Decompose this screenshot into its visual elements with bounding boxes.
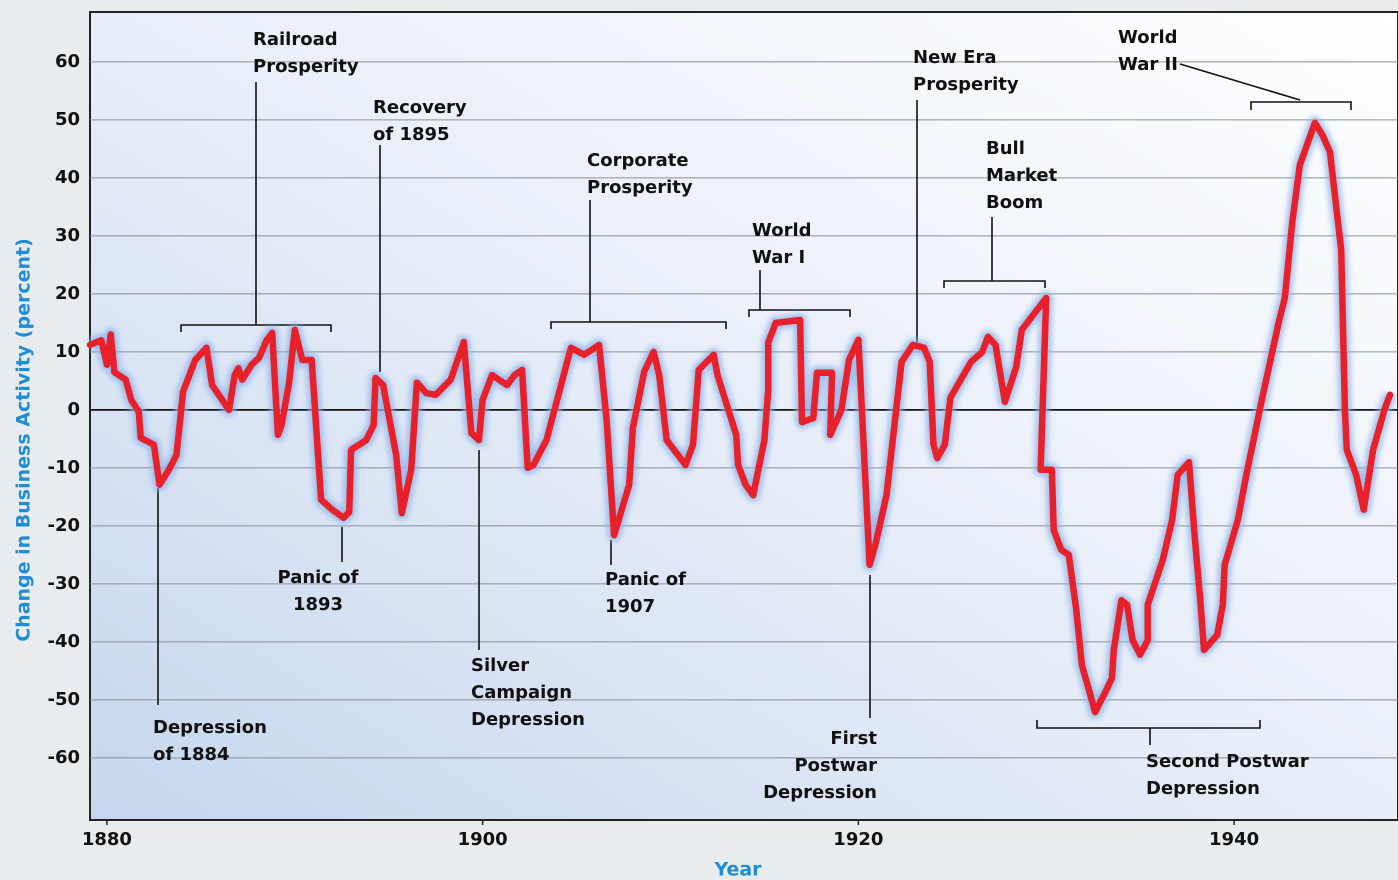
annotation-text: World xyxy=(752,220,812,241)
annotation-text: New Era xyxy=(913,47,997,68)
annotation-text: of 1895 xyxy=(373,124,450,145)
annotation-text: Prosperity xyxy=(587,177,693,198)
y-axis-title: Change in Business Activity (percent) xyxy=(13,238,35,642)
annotation-text: War I xyxy=(752,247,805,268)
annotation-text: Boom xyxy=(986,192,1043,213)
y-tick-label: -30 xyxy=(47,573,80,594)
annotation-connector xyxy=(180,82,332,332)
annotation-connector xyxy=(1036,720,1261,745)
annotation-text: Campaign xyxy=(471,682,572,703)
annotation-text: World xyxy=(1118,27,1178,48)
series xyxy=(86,116,1397,719)
y-tick-label: 30 xyxy=(55,225,80,246)
y-tick-label: 60 xyxy=(55,51,80,72)
annotation-text: Market xyxy=(986,165,1058,186)
grid xyxy=(90,61,1398,825)
annotation-text: Prosperity xyxy=(913,74,1019,95)
annotation-text: Railroad xyxy=(253,29,338,50)
y-tick-label: 50 xyxy=(55,109,80,130)
annotation-text: Bull xyxy=(986,138,1025,159)
annotation-text: Depression xyxy=(153,717,267,738)
annotation-text: Recovery xyxy=(373,97,467,118)
y-tick-label: -40 xyxy=(47,631,80,652)
annotation-text: Second Postwar xyxy=(1146,751,1309,772)
annotation-text: Silver xyxy=(471,655,529,676)
annotation-connector xyxy=(1179,63,1352,110)
annotation-text: Panic of xyxy=(605,569,686,590)
annotation-text: Prosperity xyxy=(253,56,359,77)
annotation-text: Postwar xyxy=(794,755,877,776)
x-axis-title: Year xyxy=(713,859,762,880)
x-tick-label: 1920 xyxy=(833,829,883,850)
annotation-text: 1893 xyxy=(293,594,343,615)
annotation-connector xyxy=(943,217,1046,288)
annotation-text: Depression xyxy=(763,782,877,803)
y-tick-label: -20 xyxy=(47,515,80,536)
y-tick-label: -50 xyxy=(47,689,80,710)
annotation-text: Depression xyxy=(1146,778,1260,799)
annotation-text: 1907 xyxy=(605,596,655,617)
plot-area xyxy=(89,11,1398,821)
annotation-text: War II xyxy=(1118,54,1178,75)
y-tick-label: 0 xyxy=(67,399,80,420)
annotation-text: First xyxy=(830,728,877,749)
annotation-text: Depression xyxy=(471,709,585,730)
y-tick-label: 20 xyxy=(55,283,80,304)
labels: -60 -50 -40 -30 -20 -10 0 10 20 30 40 50 60 1880 1900 1… xyxy=(47,27,1308,850)
y-tick-label: -10 xyxy=(47,457,80,478)
data-line xyxy=(86,119,1394,716)
annotation-text: Corporate xyxy=(587,150,689,171)
annotation-connector xyxy=(550,200,727,329)
x-tick-label: 1900 xyxy=(458,829,508,850)
y-tick-label: 10 xyxy=(55,341,80,362)
x-tick-label: 1880 xyxy=(82,829,132,850)
annotations xyxy=(157,63,1352,745)
y-tick-label: 40 xyxy=(55,167,80,188)
annotation-connector xyxy=(748,270,851,317)
annotation-text: Panic of xyxy=(278,567,359,588)
y-tick-label: -60 xyxy=(47,747,80,768)
annotation-text: of 1884 xyxy=(153,744,230,765)
x-tick-label: 1940 xyxy=(1209,829,1259,850)
